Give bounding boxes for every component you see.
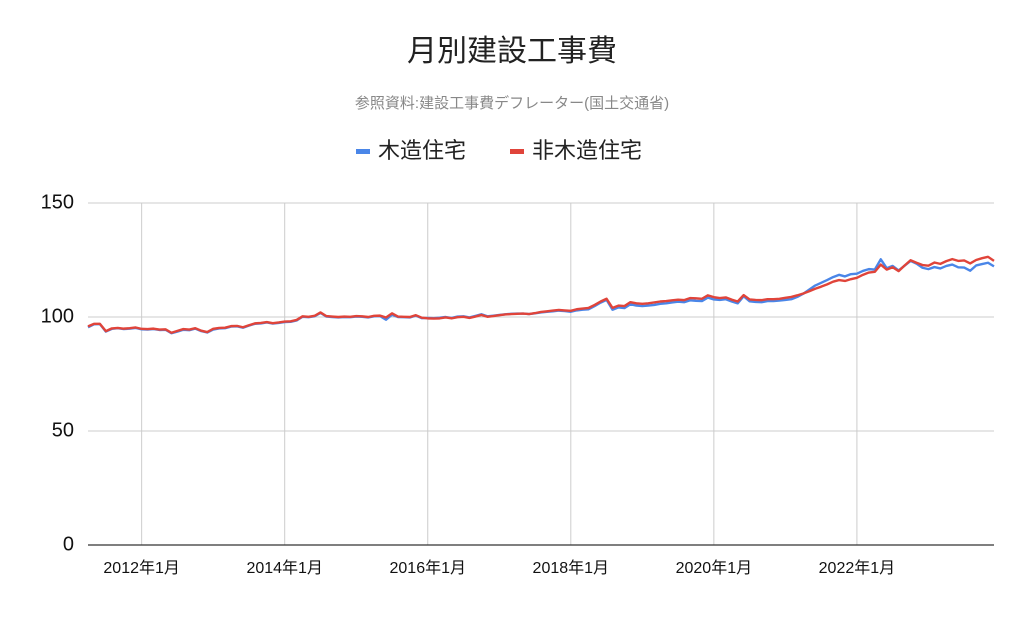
y-tick-label: 0 [63, 533, 74, 555]
chart-title: 月別建設工事費 [407, 35, 617, 68]
x-tick-label: 2016年1月 [390, 559, 467, 577]
y-tick-label: 100 [41, 305, 74, 327]
x-tick-label: 2018年1月 [533, 559, 610, 577]
x-tick-label: 2012年1月 [103, 559, 180, 577]
legend-marker [510, 149, 524, 154]
x-tick-label: 2022年1月 [819, 559, 896, 577]
x-tick-label: 2014年1月 [246, 559, 323, 577]
legend-label: 非木造住宅 [532, 138, 642, 163]
series-line [87, 258, 995, 335]
series-line [87, 255, 995, 334]
legend-label: 木造住宅 [378, 138, 466, 163]
y-tick-label: 150 [41, 191, 74, 213]
chart-subtitle: 参照資料:建設工事費デフレーター(国土交通省) [355, 94, 669, 112]
y-tick-label: 50 [52, 419, 74, 441]
legend-marker [356, 149, 370, 154]
x-tick-label: 2020年1月 [676, 559, 753, 577]
